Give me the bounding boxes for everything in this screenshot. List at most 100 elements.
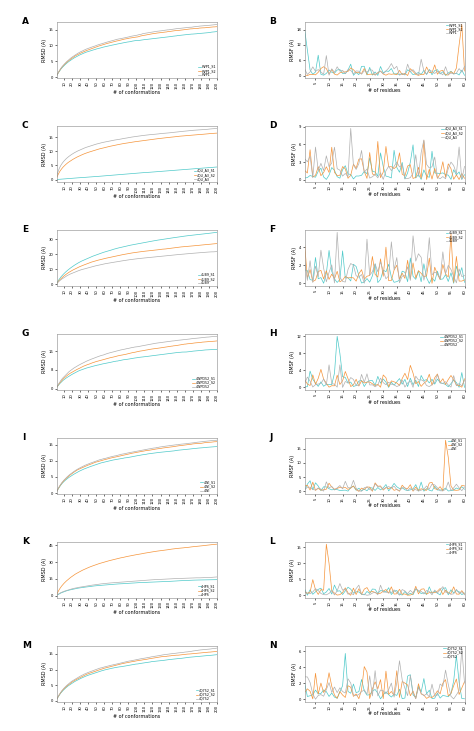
- Text: D: D: [270, 121, 277, 130]
- 4Q752: [61, 684, 66, 693]
- 4WPD52_S1: [302, 382, 308, 391]
- HVP1_S1: [356, 70, 362, 79]
- HVP1_S1: [443, 71, 448, 80]
- 4WPD52_S2: [206, 337, 211, 346]
- X-axis label: # of conformations: # of conformations: [113, 713, 160, 719]
- Line: 4HPS: 4HPS: [57, 577, 217, 595]
- 4QU_A3: [200, 125, 206, 134]
- 4WI: [408, 483, 413, 492]
- 4HPS_S1: [302, 585, 308, 594]
- 4UB9: [302, 256, 308, 265]
- 4QU_A3_S2: [84, 148, 90, 157]
- 4UB9_S1: [97, 249, 102, 258]
- 4HPS_S1: [462, 588, 467, 597]
- 4Q752: [356, 690, 362, 699]
- 4WI_S1: [462, 485, 467, 493]
- 4HPS_S1: [64, 586, 69, 595]
- 4WI_S2: [329, 482, 335, 491]
- 4Q752: [313, 695, 319, 704]
- HVP1_S2: [304, 71, 310, 80]
- HVP1: [359, 70, 365, 79]
- Text: F: F: [270, 225, 275, 235]
- Line: 4QU_A3_S1: 4QU_A3_S1: [57, 167, 217, 180]
- HVP1_S2: [356, 68, 362, 77]
- Line: 4Q752_S1: 4Q752_S1: [305, 654, 465, 699]
- 4WI_S1: [302, 486, 308, 495]
- 4UB9_S1: [206, 229, 211, 238]
- 4WPD52_S1: [356, 376, 362, 385]
- Y-axis label: RMSF (A): RMSF (A): [290, 351, 295, 373]
- 4WPD52_S1: [54, 383, 60, 392]
- 4UB9_S2: [402, 274, 408, 283]
- Line: 4WPD52_S1: 4WPD52_S1: [57, 349, 217, 387]
- 4Q752_S2: [200, 648, 206, 657]
- 4UB9: [54, 279, 60, 288]
- 4WI_S1: [214, 442, 219, 451]
- Y-axis label: RMSF (A): RMSF (A): [290, 558, 295, 581]
- 4Q752_S1: [342, 649, 348, 658]
- 4HPS: [302, 588, 308, 597]
- HVP1_S2: [332, 69, 337, 78]
- 4WI: [214, 436, 219, 444]
- Y-axis label: RMSF (A): RMSF (A): [290, 39, 295, 61]
- HVP1_S2: [61, 61, 66, 70]
- 4Q752: [332, 683, 337, 692]
- 4WI_S1: [84, 463, 90, 472]
- Y-axis label: RMSD (A): RMSD (A): [42, 454, 47, 477]
- 4UB9: [206, 248, 211, 257]
- 4UB9_S2: [54, 279, 60, 287]
- Line: HVP1_S2: HVP1_S2: [305, 24, 465, 75]
- 4QU_A3_S2: [61, 162, 66, 171]
- 4UB9: [64, 272, 69, 281]
- 4WPD52: [326, 360, 332, 369]
- 4HPS: [359, 590, 365, 599]
- 4HPS_S1: [353, 588, 359, 596]
- 4UB9: [408, 276, 413, 285]
- 4WPD52_S2: [200, 338, 206, 346]
- 4QU_A3: [54, 171, 60, 180]
- 4QU_A3: [359, 146, 365, 155]
- HVP1_S1: [353, 68, 359, 77]
- 4WPD52_S2: [408, 361, 413, 370]
- 4WPD52_S1: [61, 376, 66, 385]
- 4QU_A3: [64, 154, 69, 163]
- 4WPD52: [61, 373, 66, 382]
- 4UB9_S2: [329, 270, 335, 279]
- 4QU_A3_S2: [356, 155, 362, 164]
- 4WI: [362, 483, 367, 492]
- Line: 4Q752: 4Q752: [57, 648, 217, 699]
- 4HPS_S2: [323, 539, 329, 548]
- HVP1: [332, 68, 337, 77]
- 4QU_A3_S1: [214, 162, 219, 171]
- Text: J: J: [270, 433, 273, 442]
- 4WPD52: [353, 381, 359, 390]
- 4UB9: [359, 270, 365, 279]
- HVP1_S2: [462, 67, 467, 75]
- 4HPS_S2: [302, 587, 308, 596]
- 4HPS_S2: [362, 585, 367, 594]
- Line: 4WI: 4WI: [57, 440, 217, 491]
- Line: 4WI_S2: 4WI_S2: [305, 440, 465, 491]
- 4Q752_S1: [356, 687, 362, 696]
- Line: 4WPD52: 4WPD52: [305, 365, 465, 387]
- 4HPS: [408, 586, 413, 595]
- 4UB9_S2: [462, 276, 467, 284]
- 4Q752: [351, 691, 356, 700]
- Line: 4UB9: 4UB9: [57, 251, 217, 284]
- 4HPS_S2: [206, 541, 211, 550]
- 4WI: [200, 437, 206, 446]
- 4UB9_S2: [84, 260, 90, 268]
- 4WI_S1: [405, 486, 410, 495]
- 4WPD52_S2: [356, 382, 362, 390]
- Line: 4UB9_S2: 4UB9_S2: [57, 243, 217, 283]
- HVP1: [61, 61, 66, 69]
- 4QU_A3_S1: [323, 175, 329, 183]
- Line: HVP1_S2: HVP1_S2: [57, 27, 217, 75]
- 4UB9_S1: [302, 265, 308, 274]
- 4HPS_S1: [200, 575, 206, 584]
- 4WPD52_S2: [353, 375, 359, 384]
- Text: N: N: [270, 641, 277, 650]
- Line: 4Q752_S1: 4Q752_S1: [57, 655, 217, 700]
- HVP1_S2: [214, 23, 219, 31]
- 4QU_A3_S1: [351, 175, 356, 183]
